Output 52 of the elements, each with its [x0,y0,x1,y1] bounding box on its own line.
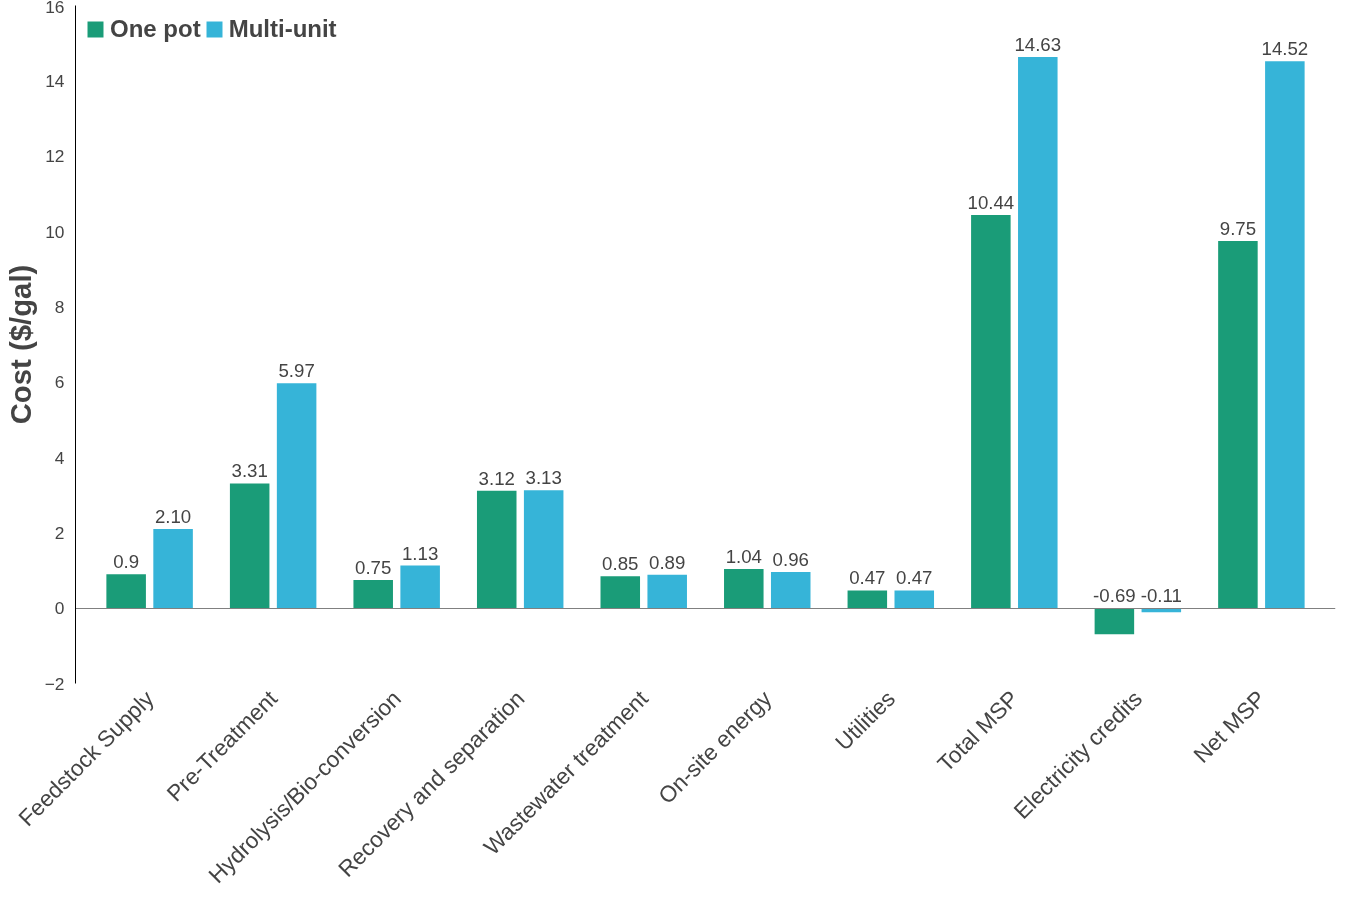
y-tick-label: 16 [45,0,65,17]
data-label: 3.31 [231,460,268,482]
bar [724,568,764,609]
y-tick-label: −2 [44,673,65,694]
y-tick-label: 8 [54,296,65,317]
y-tick-label: 14 [45,70,65,91]
bar [1094,608,1135,635]
y-tick-label: 4 [54,447,65,468]
data-label: 3.13 [525,467,562,489]
y-tick-label: 10 [45,221,65,242]
data-label: 0.9 [113,551,140,573]
data-label: 1.04 [725,545,762,567]
data-label: 14.63 [1014,34,1062,56]
data-label: 0.47 [896,567,933,589]
data-label: 0.47 [849,567,886,589]
bar [1018,57,1058,609]
bar [476,490,517,609]
bar [600,576,641,609]
bar [847,590,888,609]
bar [523,490,564,609]
y-axis-title: Cost ($/gal) [3,264,37,425]
y-tick-label: 0 [54,598,65,619]
bar [770,572,811,609]
data-label: 14.52 [1261,38,1309,60]
bar [106,574,146,609]
data-label: 0.85 [602,553,639,575]
bar [894,590,935,609]
bar [971,214,1011,609]
data-label: 5.97 [278,360,315,382]
data-label: 1.13 [401,542,439,564]
legend-label: One pot [110,15,201,43]
data-label: 0.96 [772,549,809,571]
bar [353,579,393,609]
bar [647,574,687,609]
data-label: 2.10 [154,506,192,528]
legend-label: Multi-unit [228,15,337,43]
bar [400,565,440,609]
data-label: 10.44 [967,191,1015,213]
bar [1218,240,1258,609]
data-label: 0.75 [355,556,392,578]
y-tick-label: 6 [54,372,65,393]
data-label: -0.69 [1093,585,1136,607]
y-tick-label: 12 [45,146,65,167]
data-label: -0.11 [1140,585,1182,607]
data-label: 9.75 [1219,217,1257,239]
bar [153,529,193,609]
bar [1265,61,1305,609]
data-label: 0.89 [649,551,686,573]
data-label: 3.12 [478,467,515,489]
bar [276,383,317,609]
bar [229,483,270,609]
y-tick-label: 2 [54,522,65,543]
